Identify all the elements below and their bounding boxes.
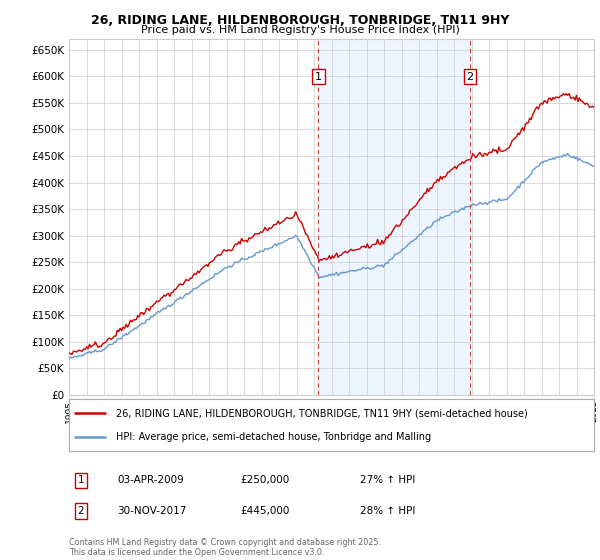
Text: £445,000: £445,000 [240,506,289,516]
Bar [319,39,470,395]
Text: Contains HM Land Registry data © Crown copyright and database right 2025.
This d: Contains HM Land Registry data © Crown c… [69,538,381,557]
Text: 03-APR-2009: 03-APR-2009 [117,475,184,486]
Text: 28% ↑ HPI: 28% ↑ HPI [360,506,415,516]
Text: 2: 2 [77,506,85,516]
Text: 30-NOV-2017: 30-NOV-2017 [117,506,187,516]
Text: HPI: Average price, semi-detached house, Tonbridge and Malling: HPI: Average price, semi-detached house,… [116,432,431,442]
Text: 26, RIDING LANE, HILDENBOROUGH, TONBRIDGE, TN11 9HY (semi-detached house): 26, RIDING LANE, HILDENBOROUGH, TONBRIDG… [116,408,528,418]
Text: £250,000: £250,000 [240,475,289,486]
Text: 1: 1 [77,475,85,486]
Text: 2: 2 [467,72,473,82]
Text: 27% ↑ HPI: 27% ↑ HPI [360,475,415,486]
Text: 26, RIDING LANE, HILDENBOROUGH, TONBRIDGE, TN11 9HY: 26, RIDING LANE, HILDENBOROUGH, TONBRIDG… [91,14,509,27]
Text: 1: 1 [315,72,322,82]
Text: Price paid vs. HM Land Registry's House Price Index (HPI): Price paid vs. HM Land Registry's House … [140,25,460,35]
